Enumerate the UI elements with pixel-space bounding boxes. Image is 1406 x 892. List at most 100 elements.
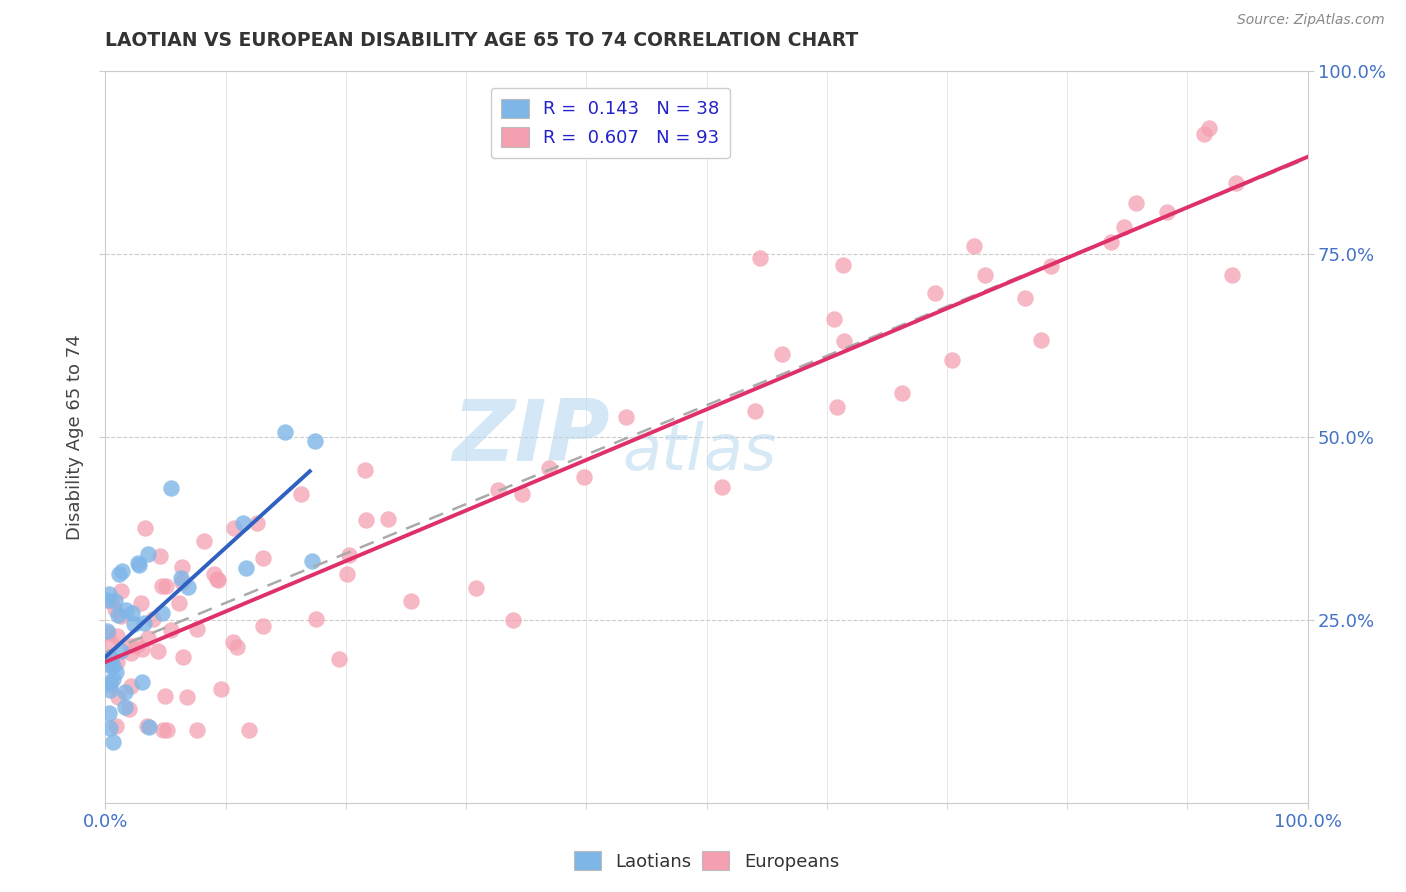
Point — [207, 574, 229, 588]
Point — [97, 626, 120, 640]
Point — [209, 681, 232, 696]
Point — [502, 613, 524, 627]
Point — [891, 386, 914, 401]
Point — [105, 629, 128, 643]
Point — [1099, 235, 1122, 249]
Point — [142, 612, 165, 626]
Point — [301, 554, 323, 568]
Point — [114, 700, 136, 714]
Point — [114, 684, 136, 698]
Point — [96, 624, 118, 639]
Point — [225, 640, 247, 654]
Point — [149, 549, 172, 563]
Point — [337, 548, 360, 562]
Point — [464, 581, 486, 595]
Point — [290, 487, 312, 501]
Point — [100, 636, 122, 650]
Point — [399, 594, 422, 608]
Point — [110, 644, 132, 658]
Point — [941, 353, 963, 368]
Point — [103, 658, 125, 673]
Text: ZIP: ZIP — [453, 395, 610, 479]
Point — [1125, 195, 1147, 210]
Point — [122, 617, 145, 632]
Point — [167, 596, 190, 610]
Point — [328, 652, 350, 666]
Point — [96, 593, 118, 607]
Point — [1039, 259, 1062, 273]
Point — [304, 434, 326, 449]
Point — [100, 651, 122, 665]
Point — [100, 656, 122, 670]
Point — [135, 719, 157, 733]
Point — [110, 584, 132, 599]
Point — [186, 723, 208, 737]
Point — [1225, 176, 1247, 190]
Point — [172, 650, 194, 665]
Point — [974, 268, 997, 283]
Point — [486, 483, 509, 497]
Point — [177, 580, 200, 594]
Point — [120, 679, 142, 693]
Point — [354, 513, 377, 527]
Point — [222, 521, 245, 535]
Point — [104, 594, 127, 608]
Point — [150, 579, 173, 593]
Point — [1156, 205, 1178, 219]
Point — [107, 608, 129, 623]
Point — [832, 334, 855, 348]
Point — [770, 347, 793, 361]
Text: atlas: atlas — [623, 421, 776, 483]
Point — [127, 639, 149, 653]
Point — [202, 567, 225, 582]
Point — [155, 579, 177, 593]
Point — [97, 651, 120, 665]
Point — [1222, 268, 1244, 283]
Legend: Laotians, Europeans: Laotians, Europeans — [567, 844, 846, 878]
Point — [336, 567, 359, 582]
Point — [1029, 333, 1052, 347]
Point — [110, 564, 132, 578]
Point — [1114, 220, 1136, 235]
Point — [101, 672, 124, 686]
Point — [238, 723, 260, 737]
Point — [574, 470, 596, 484]
Point — [104, 665, 127, 680]
Point — [510, 487, 533, 501]
Point — [128, 558, 150, 573]
Point — [252, 618, 274, 632]
Point — [354, 463, 377, 477]
Point — [150, 606, 173, 620]
Point — [193, 534, 215, 549]
Point — [100, 594, 122, 608]
Text: Source: ZipAtlas.com: Source: ZipAtlas.com — [1237, 13, 1385, 28]
Point — [104, 719, 127, 733]
Point — [98, 653, 121, 667]
Point — [98, 657, 121, 671]
Point — [107, 567, 129, 582]
Point — [186, 623, 208, 637]
Point — [170, 571, 193, 585]
Point — [127, 556, 149, 570]
Point — [136, 632, 159, 646]
Point — [153, 689, 176, 703]
Point — [304, 612, 326, 626]
Point — [132, 615, 155, 630]
Point — [120, 639, 142, 653]
Point — [1014, 291, 1036, 305]
Point — [235, 561, 257, 575]
Point — [98, 676, 121, 690]
Point — [172, 575, 194, 590]
Point — [831, 258, 853, 272]
Point — [103, 602, 125, 616]
Point — [152, 723, 174, 737]
Point — [110, 609, 132, 624]
Point — [115, 603, 138, 617]
Point — [98, 586, 121, 600]
Point — [924, 286, 946, 301]
Point — [98, 721, 121, 735]
Point — [205, 572, 228, 586]
Point — [136, 547, 159, 561]
Point — [748, 251, 770, 265]
Point — [176, 690, 198, 704]
